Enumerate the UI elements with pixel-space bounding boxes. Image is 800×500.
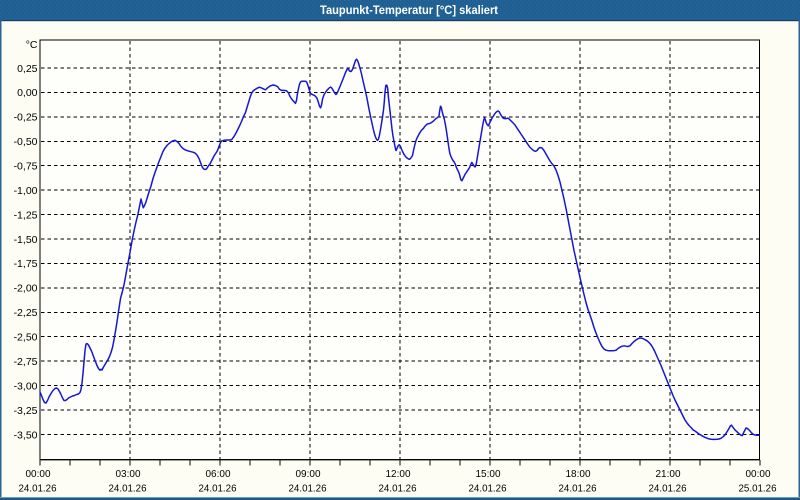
svg-text:15:00: 15:00 [476, 468, 501, 480]
svg-text:-0,50: -0,50 [14, 136, 38, 148]
svg-text:-3,50: -3,50 [14, 429, 38, 441]
svg-text:21:00: 21:00 [656, 468, 681, 480]
svg-text:24.01.26: 24.01.26 [469, 483, 507, 495]
svg-text:-0,75: -0,75 [14, 161, 38, 173]
svg-text:24.01.26: 24.01.26 [649, 483, 687, 495]
svg-text:24.01.26: 24.01.26 [109, 483, 147, 495]
svg-text:0,25: 0,25 [17, 63, 38, 75]
svg-text:-2,00: -2,00 [14, 283, 38, 295]
svg-text:03:00: 03:00 [116, 468, 141, 480]
svg-text:24.01.26: 24.01.26 [379, 483, 417, 495]
svg-text:0,00: 0,00 [17, 87, 38, 99]
svg-text:-2,75: -2,75 [14, 356, 38, 368]
svg-text:00:00: 00:00 [26, 468, 51, 480]
svg-text:-1,25: -1,25 [14, 209, 38, 221]
svg-text:-1,00: -1,00 [14, 185, 38, 197]
svg-text:-0,25: -0,25 [14, 112, 38, 124]
svg-text:09:00: 09:00 [296, 468, 321, 480]
svg-text:25.01.26: 25.01.26 [739, 483, 777, 495]
svg-text:-2,25: -2,25 [14, 307, 38, 319]
svg-text:Taupunkt-Temperatur [°C] skali: Taupunkt-Temperatur [°C] skaliert [320, 5, 498, 17]
svg-text:24.01.26: 24.01.26 [19, 483, 57, 495]
svg-text:18:00: 18:00 [566, 468, 591, 480]
svg-text:12:00: 12:00 [386, 468, 411, 480]
svg-text:-3,00: -3,00 [14, 380, 38, 392]
svg-text:-3,25: -3,25 [14, 405, 38, 417]
svg-text:-1,75: -1,75 [14, 258, 38, 270]
svg-text:-2,50: -2,50 [14, 332, 38, 344]
svg-text:-1,50: -1,50 [14, 234, 38, 246]
svg-text:24.01.26: 24.01.26 [199, 483, 237, 495]
svg-text:°C: °C [26, 39, 38, 51]
svg-text:00:00: 00:00 [746, 468, 771, 480]
svg-text:06:00: 06:00 [206, 468, 231, 480]
svg-text:24.01.26: 24.01.26 [289, 483, 327, 495]
svg-text:24.01.26: 24.01.26 [559, 483, 597, 495]
